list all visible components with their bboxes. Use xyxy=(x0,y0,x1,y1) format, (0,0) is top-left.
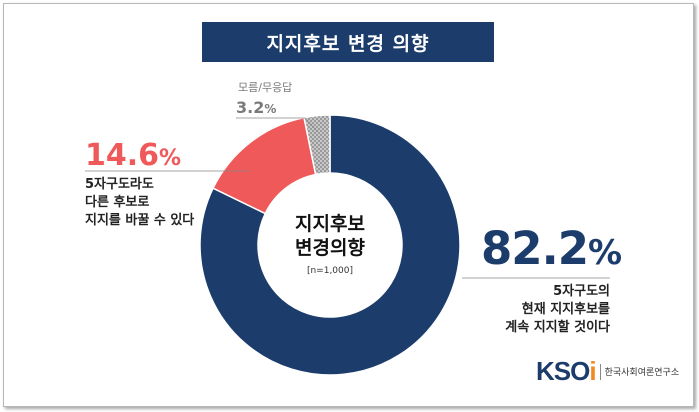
center-title-line2: 변경의향 xyxy=(295,237,365,259)
slice-keep xyxy=(199,114,461,376)
red-pct: % xyxy=(159,146,182,171)
logo-separator xyxy=(599,363,601,380)
logo-mark: KSOi xyxy=(536,356,597,387)
red-description: 5자구도라도 다른 후보로 지지를 바꿀 수 있다 xyxy=(85,177,195,228)
logo-mark-i: i xyxy=(589,356,596,386)
logo-mark-text: KSO xyxy=(536,356,590,386)
center-title: 지지후보 변경의향 xyxy=(260,212,400,260)
gray-value-label: 3.2% xyxy=(236,98,276,117)
ksoi-logo: KSOi 한국사회여론연구소 xyxy=(536,356,679,387)
gray-label: 모름/무응답 xyxy=(238,81,293,94)
blue-pct: % xyxy=(588,233,622,273)
blue-description: 5자구도의 현재 지지후보를 계속 지지할 것이다 xyxy=(505,284,610,335)
gray-pct: % xyxy=(264,102,277,116)
blue-value: 82.2 xyxy=(481,222,589,275)
slice-unknown xyxy=(303,114,331,176)
center-title-line1: 지지후보 xyxy=(295,213,365,235)
gray-value: 3.2 xyxy=(236,98,265,117)
logo-name: 한국사회여론연구소 xyxy=(604,368,680,378)
leader-line-gray xyxy=(236,117,319,133)
blue-value-label: 82.2% xyxy=(481,222,622,275)
chart-title: 지지후보 변경 의향 xyxy=(202,22,494,62)
red-value: 14.6 xyxy=(85,138,160,173)
sample-size: [n=1,000] xyxy=(306,266,354,276)
red-value-label: 14.6% xyxy=(85,138,181,173)
